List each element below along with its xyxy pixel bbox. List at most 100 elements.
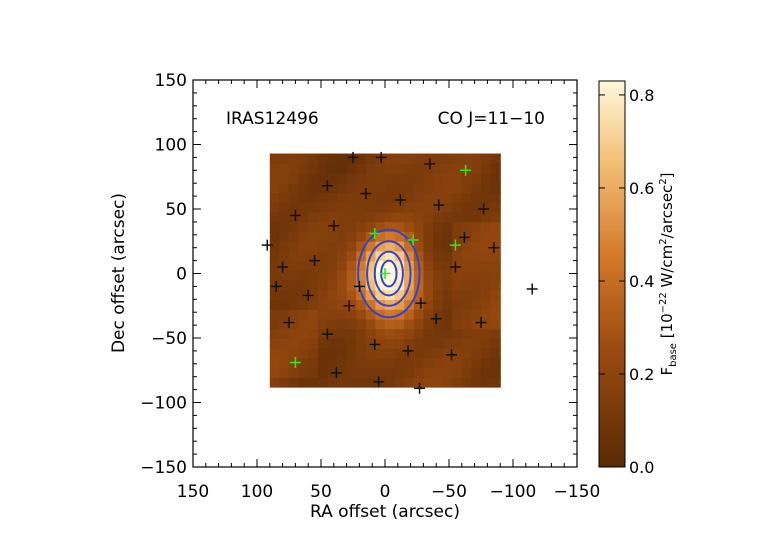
heatmap-cell	[356, 367, 367, 378]
heatmap-cell	[327, 241, 338, 252]
contour-level	[366, 240, 412, 307]
heatmap-cell	[356, 338, 367, 349]
heatmap-cell	[452, 221, 463, 232]
heatmap-cell	[433, 221, 444, 232]
heatmap-cell	[423, 299, 434, 310]
heatmap-cell	[481, 221, 492, 232]
y-tick-label: −50	[151, 329, 187, 349]
heatmap-cell	[423, 357, 434, 369]
heatmap-cell	[308, 202, 319, 213]
heatmap-cell	[298, 260, 309, 271]
heatmap-cell	[269, 250, 280, 262]
colorbar-tick-label: 0.6	[629, 179, 654, 198]
marker-black	[369, 338, 381, 350]
heatmap-cell	[346, 221, 357, 232]
heatmap-cell	[471, 270, 482, 281]
heatmap-cell	[452, 357, 463, 369]
heatmap-cell	[375, 163, 386, 174]
marker-black	[478, 203, 490, 215]
heatmap-cell	[308, 338, 319, 349]
heatmap-cell	[471, 231, 482, 242]
heatmap-cell	[365, 338, 376, 349]
heatmap-cell	[442, 309, 453, 320]
colorbar-label-rest: [10	[658, 313, 676, 343]
heatmap-cell	[423, 153, 434, 164]
heatmap-cell	[404, 309, 415, 320]
heatmap-cell	[356, 202, 367, 213]
heatmap-cell	[442, 153, 453, 164]
heatmap-cell	[327, 260, 338, 271]
heatmap-cell	[269, 163, 280, 174]
heatmap-cell	[308, 377, 319, 388]
heatmap-cell	[317, 202, 328, 213]
heatmap-cell	[298, 348, 309, 359]
heatmap-cell	[289, 231, 300, 242]
heatmap-cell	[337, 299, 348, 310]
heatmap-cell	[404, 163, 415, 174]
heatmap-cell	[413, 221, 424, 232]
heatmap-cell	[481, 270, 492, 281]
heatmap-cell	[413, 241, 424, 252]
heatmap-cell	[327, 309, 338, 320]
heatmap-cell	[279, 202, 290, 213]
heatmap-cell	[317, 357, 328, 369]
heatmap-cell	[365, 211, 376, 223]
heatmap-cell	[337, 280, 348, 291]
heatmap-cell	[308, 163, 319, 174]
colorbar-ticks: 0.0 0.2 0.4 0.6 0.8	[599, 86, 654, 477]
heatmap-cell	[490, 377, 501, 388]
heatmap-cell	[346, 231, 357, 242]
heatmap-cell	[365, 163, 376, 174]
marker-black	[433, 199, 445, 211]
heatmap-cell	[308, 328, 319, 339]
heatmap-cell	[461, 202, 472, 213]
heatmap-cell	[289, 280, 300, 291]
heatmap-cell	[481, 357, 492, 369]
heatmap-cell	[442, 260, 453, 271]
heatmap-cell	[375, 318, 386, 330]
heatmap-cell	[442, 250, 453, 262]
heatmap-cell	[481, 289, 492, 301]
heatmap-cell	[471, 377, 482, 388]
heatmap-cell	[346, 299, 357, 310]
heatmap-cell	[327, 318, 338, 330]
heatmap-cell	[413, 367, 424, 378]
heatmap-cell	[327, 163, 338, 174]
marker-black	[414, 382, 426, 394]
heatmap-cell	[442, 172, 453, 184]
heatmap-cell	[413, 338, 424, 349]
heatmap-cell	[356, 280, 367, 291]
heatmap-cell	[317, 338, 328, 349]
heatmap-cell	[442, 289, 453, 301]
heatmap-cell	[337, 153, 348, 164]
heatmap-cell	[490, 299, 501, 310]
heatmap-cell	[269, 202, 280, 213]
marker-black	[424, 158, 436, 170]
heatmap-cell	[346, 192, 357, 203]
heatmap-cell	[365, 260, 376, 271]
heatmap-cell	[269, 318, 280, 330]
heatmap-cell	[365, 202, 376, 213]
heatmap-cell	[346, 357, 357, 369]
heatmap-cell	[385, 231, 396, 242]
heatmap-cell	[356, 163, 367, 174]
heatmap-cell	[490, 192, 501, 203]
heatmap-cell	[308, 250, 319, 262]
heatmap-cell	[461, 318, 472, 330]
heatmap-cell	[481, 211, 492, 223]
heatmap-cell	[279, 221, 290, 232]
heatmap-cell	[327, 377, 338, 388]
heatmap-cell	[317, 231, 328, 242]
heatmap-cell	[423, 367, 434, 378]
heatmap-cell	[404, 231, 415, 242]
heatmap-cell	[289, 182, 300, 194]
heatmap-cell	[375, 348, 386, 359]
heatmap-cell	[461, 211, 472, 223]
heatmap-cell	[385, 270, 396, 281]
heatmap-cell	[269, 357, 280, 369]
heatmap-cell	[433, 211, 444, 223]
heatmap-cell	[490, 357, 501, 369]
marker-green	[407, 234, 419, 246]
heatmap-cell	[394, 348, 405, 359]
heatmap-cell	[279, 348, 290, 359]
